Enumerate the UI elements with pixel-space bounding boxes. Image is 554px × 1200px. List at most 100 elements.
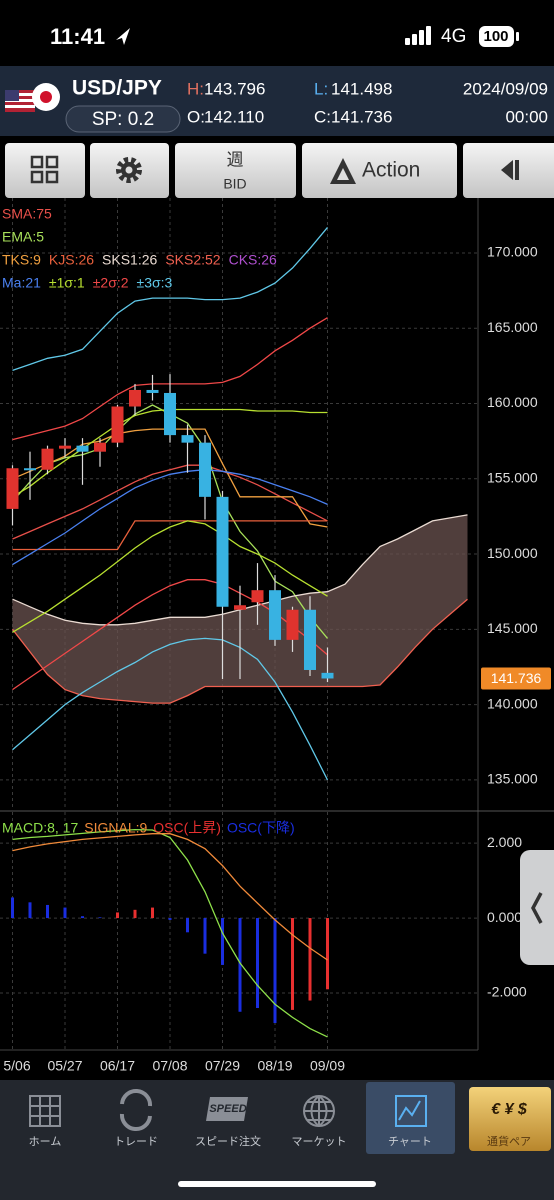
close: 141.736 — [331, 107, 392, 126]
nav-icon-text: SPEED — [209, 1103, 246, 1115]
location-icon — [116, 28, 130, 45]
macd-line — [12, 828, 328, 1038]
nav-label[interactable]: チャート — [388, 1135, 432, 1148]
action-button[interactable] — [302, 143, 457, 198]
x-tick-label: 05/27 — [47, 1058, 82, 1074]
time: 00:00 — [505, 107, 548, 126]
layout-button[interactable] — [5, 143, 85, 198]
candle-body — [41, 448, 54, 470]
legend-entry: ±3σ:3 — [137, 275, 173, 291]
y-tick-label: -2.000 — [487, 984, 527, 1000]
legend-entry: CKS:26 — [229, 252, 277, 268]
candle-body — [164, 392, 176, 436]
indicator-line — [12, 520, 328, 633]
legend-entry: ±2σ:2 — [93, 275, 129, 291]
price-tag-label: 141.736 — [491, 670, 542, 686]
osc-bar — [203, 918, 207, 954]
x-tick-label: 07/08 — [152, 1058, 187, 1074]
candle-body — [129, 389, 141, 407]
y-tick-label: 145.000 — [487, 620, 538, 636]
indicator-line — [12, 464, 328, 540]
osc-bar — [256, 918, 259, 1009]
low: 141.498 — [331, 79, 392, 98]
battery-tip — [516, 32, 519, 41]
x-tick-label: 08/19 — [257, 1058, 292, 1074]
osc-bar — [221, 918, 224, 965]
candle-body — [6, 468, 19, 509]
osc-bar — [151, 907, 154, 919]
indicator-line — [12, 469, 328, 566]
osc-bar — [273, 918, 277, 1024]
x-tick-label: 07/29 — [205, 1058, 240, 1074]
ichimoku-cloud — [12, 514, 468, 704]
x-tick-label: 5/06 — [3, 1058, 30, 1074]
open: 142.110 — [204, 107, 264, 126]
candle-body — [216, 496, 229, 607]
y-tick-label: 160.000 — [487, 394, 538, 410]
legend-entry: EMA:5 — [2, 229, 44, 245]
macd-plot — [0, 812, 478, 1050]
candle-body — [76, 445, 89, 452]
candle-body — [146, 389, 159, 393]
indicator-line — [12, 226, 328, 372]
nav-icon-text: € ¥ $ — [491, 1101, 528, 1118]
y-tick-label: 140.000 — [487, 695, 538, 711]
osc-bar — [98, 917, 102, 919]
close-label: C: — [314, 107, 331, 126]
signal-icon — [405, 26, 431, 45]
nav: ホーム トレード スピード注文 SPEED マーケット チャート 通貨ペア € ¥ $ — [29, 1101, 531, 1148]
period-button[interactable] — [175, 143, 296, 198]
high: 143.796 — [204, 79, 265, 98]
osc-bar — [63, 907, 67, 919]
tab-bar — [0, 1080, 554, 1200]
nav-label[interactable]: 通貨ペア — [487, 1134, 531, 1148]
legend-entry: OSC(下降) — [227, 820, 295, 836]
side-tab[interactable] — [520, 850, 554, 965]
y-tick-label: 155.000 — [487, 469, 538, 485]
candle-body — [94, 442, 106, 452]
spread-pill — [65, 105, 181, 133]
osc-bar — [81, 916, 84, 919]
pair: USD/JPY — [72, 77, 162, 100]
legend-entry: OSC(上昇) — [153, 820, 221, 836]
price-type: BID — [223, 176, 246, 192]
indicator-line — [11, 598, 468, 704]
collapse-button[interactable] — [463, 143, 554, 198]
pair-icon — [469, 1087, 551, 1151]
legend-entry: SIGNAL:9 — [84, 820, 147, 836]
legend-entry: SKS1:26 — [102, 252, 157, 268]
osc-bar — [326, 918, 329, 990]
legend-entry: SKS2:52 — [165, 252, 220, 268]
labels: 135.000 140.000 145.000 150.000 155.000 160.0… — [2, 206, 551, 1074]
flag-icon — [5, 83, 60, 112]
high-label: H: — [187, 79, 204, 98]
candle-body — [199, 442, 211, 497]
clock: 11:41 — [50, 24, 105, 49]
open-label: O: — [187, 107, 205, 126]
osc-bar — [11, 897, 14, 919]
nav-label[interactable]: マーケット — [292, 1135, 347, 1148]
battery — [479, 26, 514, 47]
legend-entry: SMA:75 — [2, 206, 52, 222]
date: 2024/09/09 — [463, 79, 548, 98]
home-indicator — [178, 1181, 376, 1187]
nav-label[interactable]: スピード注文 — [195, 1134, 261, 1148]
osc-bar — [186, 918, 189, 933]
candle-body — [321, 672, 334, 679]
speed-icon — [206, 1097, 248, 1121]
price-plot — [0, 198, 478, 810]
action: Action — [362, 159, 420, 182]
nav-label[interactable]: ホーム — [29, 1135, 62, 1148]
legend-entry: Ma:21 — [2, 275, 41, 291]
legend-entry: MACD:8, 17 — [2, 820, 78, 836]
y-tick-label: 165.000 — [487, 319, 538, 335]
candle-body — [304, 609, 316, 670]
osc-bar — [168, 918, 172, 920]
x-tick-label: 09/09 — [310, 1058, 345, 1074]
settings-button[interactable] — [90, 143, 169, 198]
osc-bar — [116, 912, 119, 919]
macd-line — [12, 833, 328, 961]
nav-label[interactable]: トレード — [114, 1136, 158, 1148]
